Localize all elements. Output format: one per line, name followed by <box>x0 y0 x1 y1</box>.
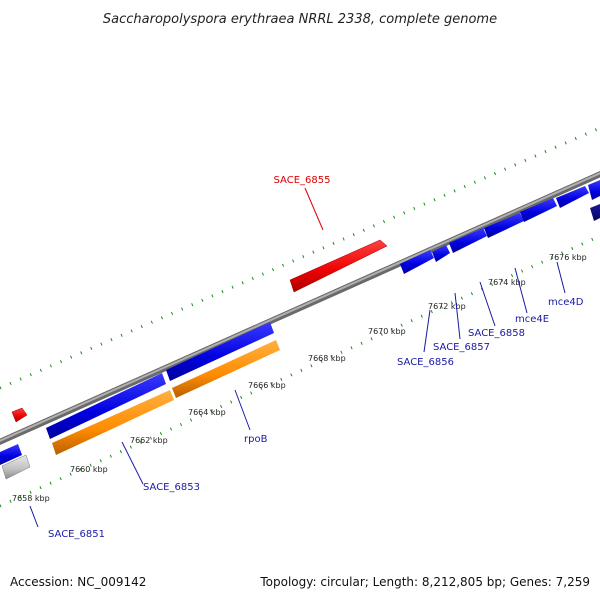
map-title: Saccharopolyspora erythraea NRRL 2338, c… <box>103 12 497 27</box>
tick-label: 7660 kbp <box>70 465 108 474</box>
tick-label: 7658 kbp <box>12 494 50 503</box>
rna-features <box>1 340 280 480</box>
gene-blue-c <box>400 250 434 274</box>
genome-summary-text: Topology: circular; Length: 8,212,805 bp… <box>259 575 590 589</box>
gene-label: SACE_6851 <box>48 529 105 540</box>
tick-label: 7666 kbp <box>248 381 286 390</box>
gene-blue-b <box>166 322 274 381</box>
gene-gray <box>1 454 31 480</box>
gene-label: rpoB <box>244 434 268 445</box>
reverse-strand-features <box>0 180 600 465</box>
gene-blue-left-edge <box>0 444 22 465</box>
gene-orange-a <box>52 390 174 455</box>
forward-strand-features <box>11 239 388 423</box>
tick-label: 7674 kbp <box>488 278 526 287</box>
gene-blue-h <box>556 186 589 208</box>
outer-tick-track <box>0 126 600 390</box>
gene-blue-g <box>520 198 557 222</box>
tick-labels: 7658 kbp 7660 kbp 7662 kbp 7664 kbp 7666… <box>12 253 587 503</box>
tick-label: 7662 kbp <box>130 436 168 445</box>
tick-label: 7670 kbp <box>368 327 406 336</box>
genome-backbone <box>0 170 600 446</box>
gene-label: SACE_6856 <box>397 357 454 368</box>
gene-sace-6855 <box>289 239 388 293</box>
accession-text: Accession: NC_009142 <box>10 575 146 589</box>
gene-blue-d <box>432 245 450 262</box>
gene-blue-i <box>588 180 600 200</box>
gene-label: mce4D <box>548 297 584 308</box>
gene-label: SACE_6857 <box>433 342 490 353</box>
gene-labels: SACE_6855 SACE_6851 SACE_6853 rpoB SACE_… <box>48 175 584 540</box>
gene-label: SACE_6853 <box>143 482 200 493</box>
gene-small-red <box>11 407 28 423</box>
tick-label: 7668 kbp <box>308 354 346 363</box>
leader-lines <box>29 187 566 528</box>
tick-label: 7672 kbp <box>428 302 466 311</box>
gene-label: mce4E <box>515 314 549 325</box>
gene-navy-edge <box>590 204 600 221</box>
gene-blue-a <box>46 373 166 439</box>
gene-blue-f <box>484 213 524 238</box>
gene-blue-e <box>449 228 487 253</box>
gene-label: SACE_6858 <box>468 328 525 339</box>
gene-orange-b <box>172 340 280 398</box>
tick-label: 7664 kbp <box>188 408 226 417</box>
tick-label: 7676 kbp <box>549 253 587 262</box>
gene-label: SACE_6855 <box>274 175 331 186</box>
